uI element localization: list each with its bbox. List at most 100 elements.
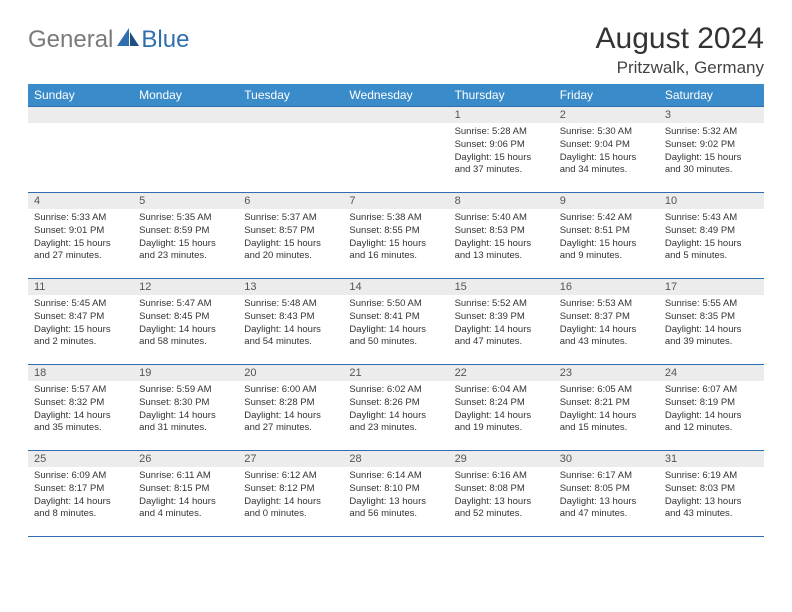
sunset-text: Sunset: 8:45 PM [139, 311, 232, 324]
daylight-text: Daylight: 14 hours and 23 minutes. [349, 410, 442, 436]
day-number: 16 [554, 279, 659, 295]
month-title: August 2024 [596, 22, 764, 56]
sunrise-text: Sunrise: 5:42 AM [560, 212, 653, 225]
day-details: Sunrise: 6:17 AMSunset: 8:05 PMDaylight:… [554, 467, 659, 523]
day-details: Sunrise: 6:14 AMSunset: 8:10 PMDaylight:… [343, 467, 448, 523]
day-number: 6 [238, 193, 343, 209]
calendar-day-cell: 13Sunrise: 5:48 AMSunset: 8:43 PMDayligh… [238, 279, 343, 365]
daylight-text: Daylight: 13 hours and 47 minutes. [560, 496, 653, 522]
calendar-day-cell: 16Sunrise: 5:53 AMSunset: 8:37 PMDayligh… [554, 279, 659, 365]
daylight-text: Daylight: 14 hours and 19 minutes. [455, 410, 548, 436]
calendar-day-cell: 23Sunrise: 6:05 AMSunset: 8:21 PMDayligh… [554, 365, 659, 451]
calendar-day-cell: 30Sunrise: 6:17 AMSunset: 8:05 PMDayligh… [554, 451, 659, 537]
day-details: Sunrise: 5:50 AMSunset: 8:41 PMDaylight:… [343, 295, 448, 351]
sunset-text: Sunset: 8:35 PM [665, 311, 758, 324]
sunset-text: Sunset: 9:01 PM [34, 225, 127, 238]
daylight-text: Daylight: 15 hours and 5 minutes. [665, 238, 758, 264]
weekday-header: Sunday [28, 84, 133, 107]
sunrise-text: Sunrise: 5:33 AM [34, 212, 127, 225]
day-details: Sunrise: 6:04 AMSunset: 8:24 PMDaylight:… [449, 381, 554, 437]
brand-logo: General Blue [28, 26, 189, 54]
day-number: 20 [238, 365, 343, 381]
sunset-text: Sunset: 8:57 PM [244, 225, 337, 238]
brand-part1: General [28, 26, 113, 54]
sail-icon [117, 28, 139, 53]
day-number: 31 [659, 451, 764, 467]
day-number: 5 [133, 193, 238, 209]
sunrise-text: Sunrise: 5:47 AM [139, 298, 232, 311]
day-number: 10 [659, 193, 764, 209]
sunset-text: Sunset: 8:51 PM [560, 225, 653, 238]
title-block: August 2024 Pritzwalk, Germany [596, 22, 764, 78]
day-details: Sunrise: 5:57 AMSunset: 8:32 PMDaylight:… [28, 381, 133, 437]
weekday-header: Wednesday [343, 84, 448, 107]
calendar-day-cell: 22Sunrise: 6:04 AMSunset: 8:24 PMDayligh… [449, 365, 554, 451]
daylight-text: Daylight: 13 hours and 43 minutes. [665, 496, 758, 522]
day-number: 8 [449, 193, 554, 209]
calendar-day-cell: 19Sunrise: 5:59 AMSunset: 8:30 PMDayligh… [133, 365, 238, 451]
sunset-text: Sunset: 8:03 PM [665, 483, 758, 496]
day-details: Sunrise: 5:47 AMSunset: 8:45 PMDaylight:… [133, 295, 238, 351]
sunset-text: Sunset: 8:28 PM [244, 397, 337, 410]
daylight-text: Daylight: 15 hours and 27 minutes. [34, 238, 127, 264]
day-number: 18 [28, 365, 133, 381]
day-details: Sunrise: 5:33 AMSunset: 9:01 PMDaylight:… [28, 209, 133, 265]
daylight-text: Daylight: 14 hours and 54 minutes. [244, 324, 337, 350]
sunrise-text: Sunrise: 5:28 AM [455, 126, 548, 139]
calendar-week-row: 11Sunrise: 5:45 AMSunset: 8:47 PMDayligh… [28, 279, 764, 365]
day-number: 7 [343, 193, 448, 209]
day-details: Sunrise: 5:42 AMSunset: 8:51 PMDaylight:… [554, 209, 659, 265]
sunrise-text: Sunrise: 5:43 AM [665, 212, 758, 225]
day-number: 17 [659, 279, 764, 295]
day-number: 2 [554, 107, 659, 123]
calendar-week-row: 18Sunrise: 5:57 AMSunset: 8:32 PMDayligh… [28, 365, 764, 451]
calendar-day-cell: 18Sunrise: 5:57 AMSunset: 8:32 PMDayligh… [28, 365, 133, 451]
weekday-header: Tuesday [238, 84, 343, 107]
day-details: Sunrise: 5:48 AMSunset: 8:43 PMDaylight:… [238, 295, 343, 351]
sunrise-text: Sunrise: 6:04 AM [455, 384, 548, 397]
day-details: Sunrise: 5:45 AMSunset: 8:47 PMDaylight:… [28, 295, 133, 351]
calendar-day-cell: 24Sunrise: 6:07 AMSunset: 8:19 PMDayligh… [659, 365, 764, 451]
daylight-text: Daylight: 14 hours and 12 minutes. [665, 410, 758, 436]
sunset-text: Sunset: 9:06 PM [455, 139, 548, 152]
daylight-text: Daylight: 14 hours and 15 minutes. [560, 410, 653, 436]
sunrise-text: Sunrise: 5:52 AM [455, 298, 548, 311]
day-number: 21 [343, 365, 448, 381]
daylight-text: Daylight: 15 hours and 9 minutes. [560, 238, 653, 264]
day-details: Sunrise: 6:11 AMSunset: 8:15 PMDaylight:… [133, 467, 238, 523]
sunset-text: Sunset: 8:21 PM [560, 397, 653, 410]
calendar-day-cell [343, 107, 448, 193]
location-label: Pritzwalk, Germany [596, 58, 764, 78]
calendar-day-cell: 15Sunrise: 5:52 AMSunset: 8:39 PMDayligh… [449, 279, 554, 365]
calendar-day-cell: 5Sunrise: 5:35 AMSunset: 8:59 PMDaylight… [133, 193, 238, 279]
sunrise-text: Sunrise: 6:17 AM [560, 470, 653, 483]
day-number [133, 107, 238, 123]
sunset-text: Sunset: 8:24 PM [455, 397, 548, 410]
sunrise-text: Sunrise: 5:55 AM [665, 298, 758, 311]
weekday-header: Thursday [449, 84, 554, 107]
sunset-text: Sunset: 8:32 PM [34, 397, 127, 410]
day-number: 27 [238, 451, 343, 467]
day-number: 1 [449, 107, 554, 123]
day-details: Sunrise: 5:38 AMSunset: 8:55 PMDaylight:… [343, 209, 448, 265]
sunrise-text: Sunrise: 5:30 AM [560, 126, 653, 139]
calendar-day-cell: 27Sunrise: 6:12 AMSunset: 8:12 PMDayligh… [238, 451, 343, 537]
calendar-day-cell: 11Sunrise: 5:45 AMSunset: 8:47 PMDayligh… [28, 279, 133, 365]
daylight-text: Daylight: 14 hours and 8 minutes. [34, 496, 127, 522]
calendar-day-cell: 2Sunrise: 5:30 AMSunset: 9:04 PMDaylight… [554, 107, 659, 193]
page-header: General Blue August 2024 Pritzwalk, Germ… [28, 22, 764, 78]
day-details: Sunrise: 5:35 AMSunset: 8:59 PMDaylight:… [133, 209, 238, 265]
weekday-header: Monday [133, 84, 238, 107]
brand-part2: Blue [141, 26, 189, 54]
day-details: Sunrise: 5:55 AMSunset: 8:35 PMDaylight:… [659, 295, 764, 351]
sunrise-text: Sunrise: 5:53 AM [560, 298, 653, 311]
sunrise-text: Sunrise: 5:40 AM [455, 212, 548, 225]
sunrise-text: Sunrise: 6:11 AM [139, 470, 232, 483]
day-number: 22 [449, 365, 554, 381]
day-details: Sunrise: 6:09 AMSunset: 8:17 PMDaylight:… [28, 467, 133, 523]
calendar-day-cell: 9Sunrise: 5:42 AMSunset: 8:51 PMDaylight… [554, 193, 659, 279]
calendar-day-cell [133, 107, 238, 193]
calendar-day-cell: 21Sunrise: 6:02 AMSunset: 8:26 PMDayligh… [343, 365, 448, 451]
sunset-text: Sunset: 8:26 PM [349, 397, 442, 410]
sunset-text: Sunset: 8:30 PM [139, 397, 232, 410]
